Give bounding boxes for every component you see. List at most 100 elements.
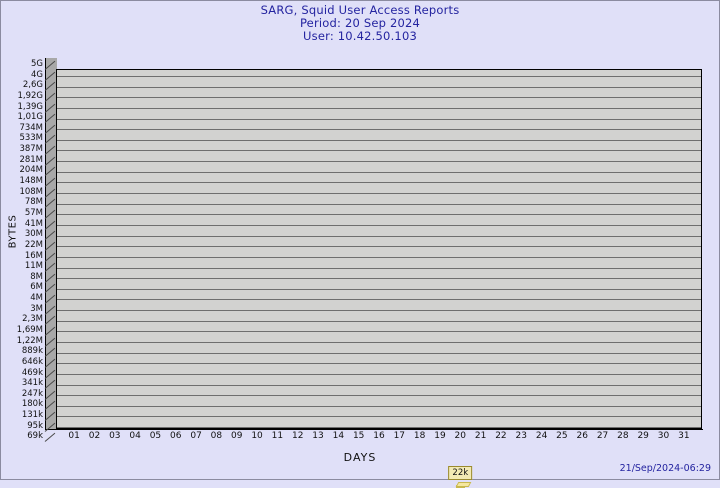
bar-top-face <box>455 482 472 488</box>
gridline <box>57 129 701 130</box>
y-axis-line <box>45 64 46 430</box>
x-axis-title: DAYS <box>343 451 377 464</box>
plot-3d-floor <box>45 418 57 429</box>
gridline <box>57 427 701 428</box>
y-axis-tick-label: 247k <box>21 388 43 399</box>
y-axis-tick-label: 4M <box>30 293 43 304</box>
x-axis-tick-label: 19 <box>434 431 446 441</box>
gridline <box>57 119 701 120</box>
plot-area <box>56 69 702 429</box>
x-axis-tick-label: 09 <box>231 431 243 441</box>
x-axis-tick-label: 16 <box>373 431 385 441</box>
x-axis-tick-label: 04 <box>129 431 141 441</box>
y-axis-tick-label: 1,69M <box>16 325 43 335</box>
y-axis-tick-label: 8M <box>30 271 43 282</box>
x-axis-tick-label: 06 <box>170 431 182 441</box>
x-axis-tick-label: 24 <box>535 431 548 441</box>
gridline <box>57 342 701 343</box>
y-axis-tick-label: 204M <box>19 165 43 176</box>
y-axis-tick-label: 646k <box>21 356 43 367</box>
bar-value-label: 22k <box>448 466 473 481</box>
gridline <box>57 257 701 258</box>
gridline <box>57 204 701 205</box>
x-axis-tick-label: 07 <box>190 431 202 441</box>
x-axis-tick-label: 27 <box>596 431 609 441</box>
y-axis-tick-label: 281M <box>19 154 43 165</box>
x-axis-tick-label: 17 <box>393 431 406 441</box>
y-axis-tick-label: 533M <box>19 133 43 144</box>
y-axis-tick-label: 4G <box>31 69 43 80</box>
y-axis-tick-label: 341k <box>21 378 43 389</box>
y-axis-tick-label: 1,39G <box>17 101 43 112</box>
gridline <box>57 268 701 269</box>
x-axis-tick-label: 11 <box>271 431 284 441</box>
x-axis-tick-label: 10 <box>251 431 263 441</box>
gridline <box>57 310 701 311</box>
y-axis-tick-label: 78M <box>24 197 43 208</box>
gridline <box>57 385 701 386</box>
x-axis-tick-label: 03 <box>109 431 121 441</box>
x-axis-tick-label: 13 <box>312 431 324 441</box>
x-axis-labels: 01 02 03 04 05 06 07 08 09 10 11 12 13 14 15 16 17 18 19 20… <box>45 431 705 445</box>
y-axis-tick-label: 1,22M <box>16 335 43 346</box>
y-axis-tick-label: 41M <box>24 218 43 229</box>
y-axis-tick-label: 131k <box>21 410 43 421</box>
gridline <box>57 289 701 290</box>
y-axis-tick-label: 69k <box>27 431 43 442</box>
period-label: Period: 20 Sep 2024 <box>299 16 421 30</box>
x-axis-tick-label: 22 <box>495 431 507 441</box>
y-axis-tick-label: 889k <box>21 346 43 357</box>
x-axis-tick-label: 12 <box>291 431 304 441</box>
user-label: User: 10.42.50.103 <box>303 29 417 43</box>
gridline <box>57 246 701 247</box>
y-axis-title: BYTES <box>7 214 19 249</box>
y-axis-tick-label: 3M <box>30 303 43 314</box>
gridline <box>57 278 701 279</box>
x-axis-tick-label: 14 <box>332 431 345 441</box>
gridline <box>57 87 701 88</box>
gridline <box>57 406 701 407</box>
gridline <box>57 140 701 141</box>
gridline <box>57 172 701 173</box>
y-axis-tick-label: 6M <box>30 282 43 293</box>
gridline <box>57 363 701 364</box>
x-axis-tick-label: 18 <box>413 431 426 441</box>
gridline <box>57 299 701 300</box>
y-axis-tick-label: 148M <box>19 176 43 187</box>
x-axis-tick-label: 15 <box>352 431 365 441</box>
gridline <box>57 236 701 237</box>
x-axis-tick-label: 20 <box>454 431 466 441</box>
gridline <box>57 395 701 396</box>
y-axis-tick-label: 5G <box>31 59 43 69</box>
gridline <box>57 161 701 162</box>
y-axis-tick-label: 2,6G <box>22 80 43 91</box>
x-axis-tick-label: 01 <box>68 431 80 441</box>
y-axis-tick-label: 180k <box>21 399 43 410</box>
x-axis-tick-label: 21 <box>474 431 487 441</box>
gridline <box>57 97 701 98</box>
y-axis-labels: 5G 4G 2,6G 1,92G 1,39G 1,01G 734M 533M 387M 281M 2… <box>1 58 43 442</box>
y-axis-tick-label: 95k <box>27 420 43 431</box>
gridline <box>57 76 701 77</box>
gridline <box>57 416 701 417</box>
x-axis-tick-label: 02 <box>88 431 101 441</box>
x-axis-tick-label: 29 <box>637 431 649 441</box>
x-axis-tick-label: 28 <box>617 431 629 441</box>
y-axis-tick-label: 57M <box>24 207 43 218</box>
x-axis-tick-label: 08 <box>210 431 223 441</box>
gridline <box>57 182 701 183</box>
gridline <box>57 353 701 354</box>
y-axis-tick-label: 1,01G <box>17 112 43 123</box>
x-axis-tick-label: 05 <box>149 431 162 441</box>
x-axis-tick-label: 23 <box>515 431 527 441</box>
gridline <box>57 225 701 226</box>
y-axis-tick-label: 22M <box>24 239 43 250</box>
y-axis-tick-label: 469k <box>21 367 43 378</box>
x-axis-tick-label: 25 <box>556 431 568 441</box>
gridline <box>57 321 701 322</box>
gridline <box>57 193 701 194</box>
page-title: SARG, Squid User Access Reports <box>260 3 460 17</box>
x-axis-tick-label: 31 <box>678 431 690 441</box>
y-axis-tick-label: 2,3M <box>22 314 43 325</box>
